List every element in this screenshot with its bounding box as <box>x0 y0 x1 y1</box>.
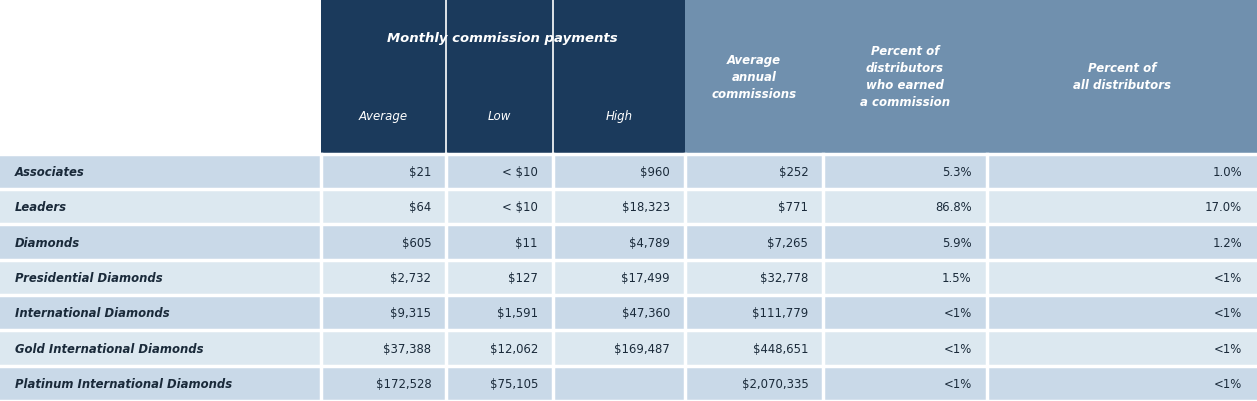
Text: Gold International Diamonds: Gold International Diamonds <box>15 342 204 354</box>
Text: $127: $127 <box>508 271 538 284</box>
Text: $4,789: $4,789 <box>628 236 670 249</box>
Text: $1,591: $1,591 <box>497 306 538 320</box>
Text: $32,778: $32,778 <box>760 271 808 284</box>
Bar <box>685 0 1257 154</box>
Text: < $10: < $10 <box>502 166 538 178</box>
Bar <box>0 295 1257 330</box>
Text: $960: $960 <box>640 166 670 178</box>
Text: $21: $21 <box>409 166 431 178</box>
Text: Low: Low <box>488 109 512 122</box>
Text: $37,388: $37,388 <box>383 342 431 354</box>
Text: $64: $64 <box>409 201 431 214</box>
Text: Associates: Associates <box>15 166 84 178</box>
Text: 1.0%: 1.0% <box>1212 166 1242 178</box>
Text: 5.3%: 5.3% <box>943 166 972 178</box>
Text: 86.8%: 86.8% <box>935 201 972 214</box>
Text: $18,323: $18,323 <box>622 201 670 214</box>
Text: International Diamonds: International Diamonds <box>15 306 170 320</box>
Text: Average
annual
commissions: Average annual commissions <box>711 54 797 101</box>
Bar <box>0 154 1257 190</box>
Text: $47,360: $47,360 <box>622 306 670 320</box>
Bar <box>0 225 1257 260</box>
Text: Diamonds: Diamonds <box>15 236 80 249</box>
Text: <1%: <1% <box>944 306 972 320</box>
Text: Presidential Diamonds: Presidential Diamonds <box>15 271 162 284</box>
Text: $448,651: $448,651 <box>753 342 808 354</box>
Text: 5.9%: 5.9% <box>941 236 972 249</box>
Text: Leaders: Leaders <box>15 201 67 214</box>
Text: $11: $11 <box>515 236 538 249</box>
Text: $771: $771 <box>778 201 808 214</box>
Text: <1%: <1% <box>1214 271 1242 284</box>
Text: 17.0%: 17.0% <box>1204 201 1242 214</box>
Text: <1%: <1% <box>944 342 972 354</box>
Text: $605: $605 <box>401 236 431 249</box>
Text: $2,070,335: $2,070,335 <box>742 377 808 390</box>
Text: Platinum International Diamonds: Platinum International Diamonds <box>15 377 233 390</box>
Text: $172,528: $172,528 <box>376 377 431 390</box>
Bar <box>0 260 1257 295</box>
Bar <box>321 0 685 154</box>
Text: $2,732: $2,732 <box>390 271 431 284</box>
Text: $9,315: $9,315 <box>390 306 431 320</box>
Text: Average: Average <box>358 109 409 122</box>
Text: High: High <box>606 109 632 122</box>
Text: Monthly commission payments: Monthly commission payments <box>387 32 618 45</box>
Bar <box>0 190 1257 225</box>
Text: $111,779: $111,779 <box>752 306 808 320</box>
Text: Percent of
distributors
who earned
a commission: Percent of distributors who earned a com… <box>860 45 950 109</box>
Text: <1%: <1% <box>1214 377 1242 390</box>
Text: $252: $252 <box>778 166 808 178</box>
Text: <1%: <1% <box>1214 306 1242 320</box>
Text: $169,487: $169,487 <box>615 342 670 354</box>
Text: $75,105: $75,105 <box>490 377 538 390</box>
Text: 1.2%: 1.2% <box>1212 236 1242 249</box>
Text: <1%: <1% <box>944 377 972 390</box>
Text: Percent of
all distributors: Percent of all distributors <box>1073 62 1170 92</box>
Text: $7,265: $7,265 <box>767 236 808 249</box>
Text: $17,499: $17,499 <box>621 271 670 284</box>
Text: $12,062: $12,062 <box>490 342 538 354</box>
Bar <box>0 366 1257 401</box>
Text: < $10: < $10 <box>502 201 538 214</box>
Text: <1%: <1% <box>1214 342 1242 354</box>
Bar <box>0 330 1257 366</box>
Text: 1.5%: 1.5% <box>941 271 972 284</box>
